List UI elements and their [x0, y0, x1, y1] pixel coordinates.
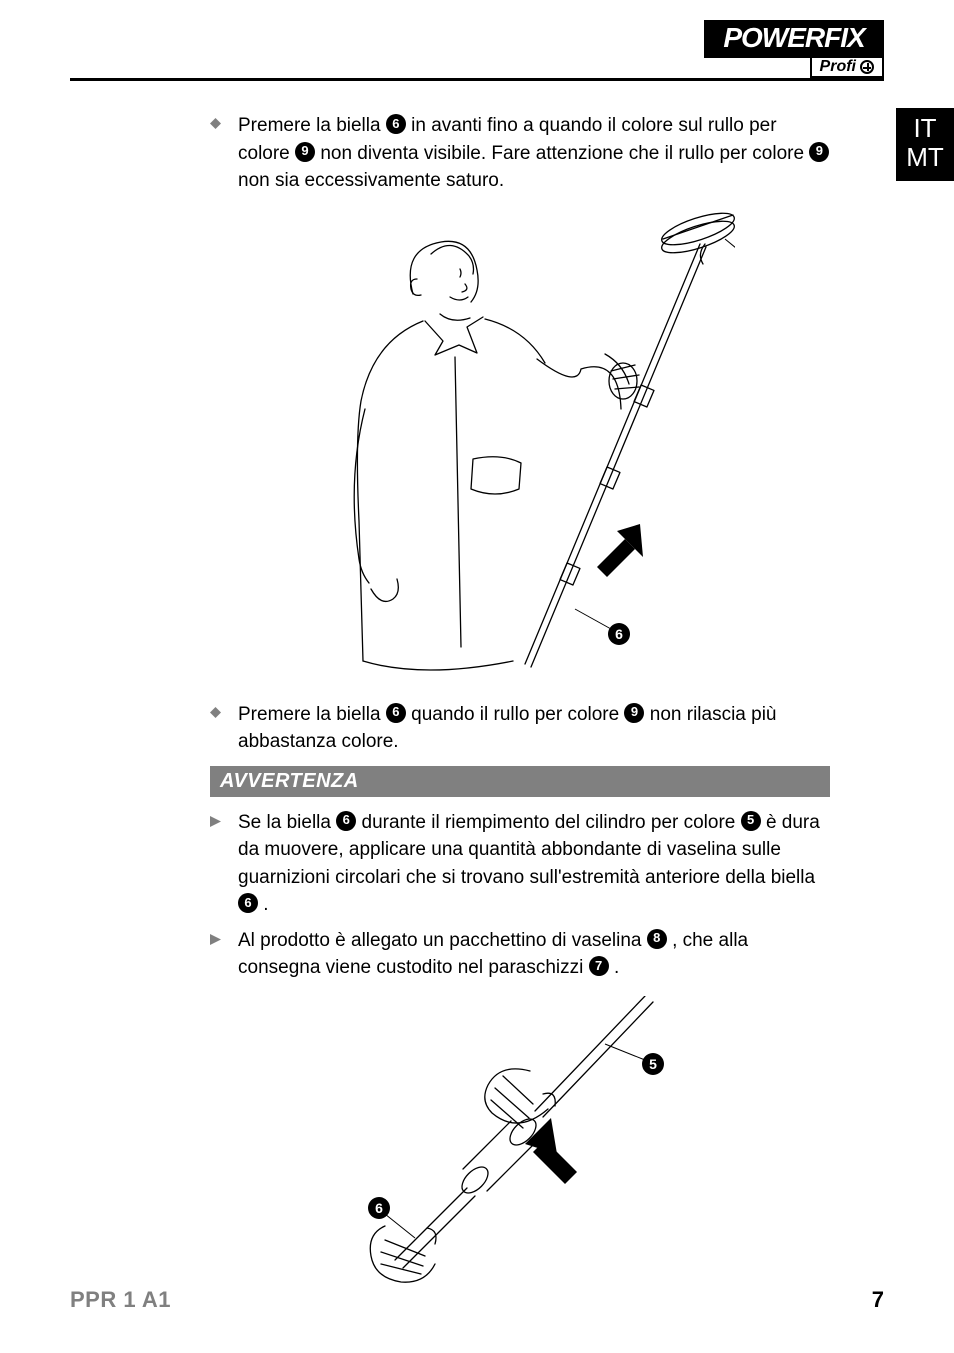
- callout-6: 6: [615, 626, 623, 642]
- ref-6-icon: 6: [386, 703, 406, 723]
- footer-page-number: 7: [872, 1287, 884, 1313]
- warning-text: Se la biella 6 durante il riempimento de…: [238, 809, 830, 919]
- ref-6-icon: 6: [386, 114, 406, 134]
- language-tab: IT MT: [896, 108, 954, 181]
- diamond-bullet-icon: [210, 701, 226, 756]
- warning-step: Se la biella 6 durante il riempimento de…: [210, 809, 830, 919]
- ref-7-icon: 7: [589, 956, 609, 976]
- brand-sub: Profi: [810, 56, 884, 78]
- callout-6: 6: [375, 1200, 383, 1216]
- plus-icon: [860, 60, 874, 74]
- warning-heading: AVVERTENZA: [210, 766, 830, 797]
- warning-text: Al prodotto è allegato un pacchettino di…: [238, 927, 830, 982]
- triangle-bullet-icon: [210, 809, 226, 919]
- brand-name: POWERFIX: [704, 20, 884, 58]
- instruction-text: Premere la biella 6 in avanti fino a qua…: [238, 112, 830, 195]
- ref-6-icon: 6: [336, 811, 356, 831]
- page-footer: PPR 1 A1 7: [70, 1287, 884, 1313]
- brand-logo: POWERFIX Profi: [704, 20, 884, 78]
- ref-6-icon: 6: [238, 893, 258, 913]
- ref-9-icon: 9: [295, 142, 315, 162]
- footer-model: PPR 1 A1: [70, 1287, 171, 1313]
- ref-8-icon: 8: [647, 929, 667, 949]
- triangle-bullet-icon: [210, 927, 226, 982]
- instruction-text: Premere la biella 6 quando il rullo per …: [238, 701, 830, 756]
- callout-5: 5: [649, 1056, 657, 1072]
- instruction-step: Premere la biella 6 in avanti fino a qua…: [210, 112, 830, 195]
- ref-9-icon: 9: [624, 703, 644, 723]
- figure-person-roller: 9 6: [305, 209, 735, 679]
- ref-9-icon: 9: [809, 142, 829, 162]
- instruction-step: Premere la biella 6 quando il rullo per …: [210, 701, 830, 756]
- ref-5-icon: 5: [741, 811, 761, 831]
- header-rule: [70, 78, 884, 81]
- figure-hands-cylinder: 5 6: [355, 996, 685, 1286]
- diamond-bullet-icon: [210, 112, 226, 195]
- content-column: Premere la biella 6 in avanti fino a qua…: [210, 112, 830, 1286]
- warning-step: Al prodotto è allegato un pacchettino di…: [210, 927, 830, 982]
